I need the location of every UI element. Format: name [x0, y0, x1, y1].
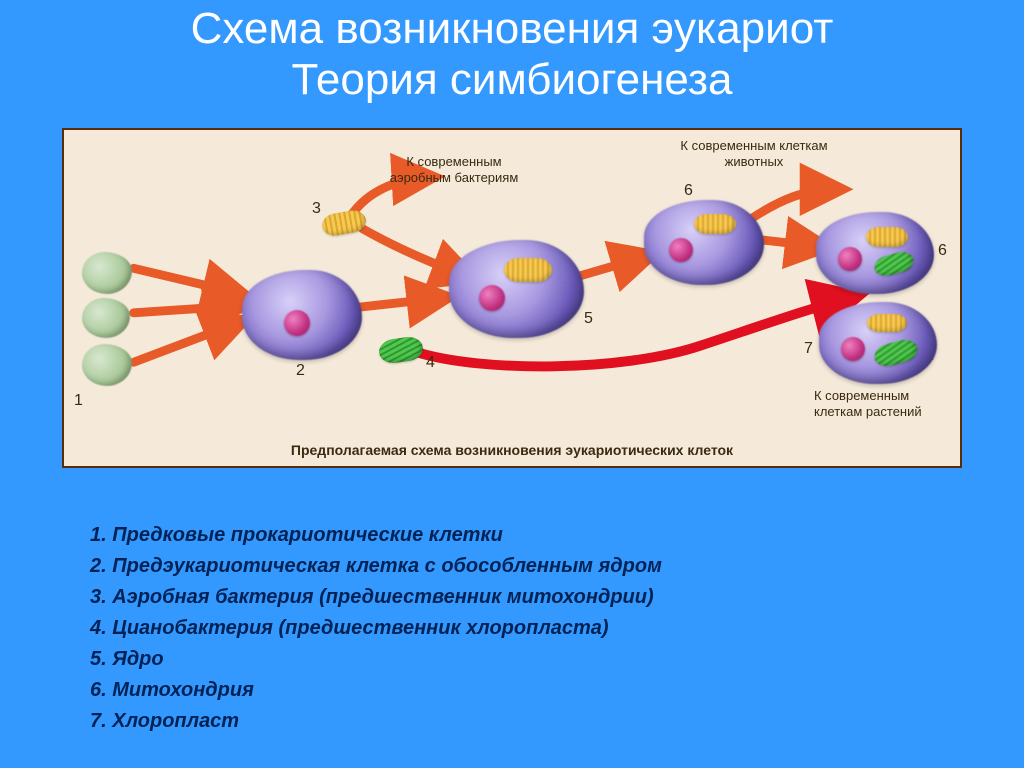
- diagram-frame: К современнымаэробным бактериям К соврем…: [62, 128, 962, 468]
- mitochondrion-icon: [694, 214, 736, 234]
- legend-item: 1. Предковые прокариотические клетки: [90, 520, 662, 551]
- nucleus-icon: [669, 238, 693, 262]
- diagram-caption: Предполагаемая схема возникновения эукар…: [64, 442, 960, 458]
- legend-item: 5. Ядро: [90, 644, 662, 675]
- animal-cell: [816, 212, 934, 294]
- aerobic-bacterium: [320, 208, 367, 237]
- legend-item: 2. Предэукариотическая клетка с обособле…: [90, 551, 662, 582]
- mitochondrion-icon: [504, 258, 552, 282]
- num-2: 2: [296, 362, 305, 380]
- chloroplast-icon: [872, 337, 920, 370]
- legend-item: 7. Хлоропласт: [90, 706, 662, 737]
- pre-eukaryote-cell: [242, 270, 362, 360]
- legend-item: 6. Митохондрия: [90, 675, 662, 706]
- num-6b: 6: [938, 242, 947, 260]
- num-4: 4: [426, 354, 435, 372]
- nucleus-icon: [838, 247, 862, 271]
- nucleus-icon: [284, 310, 310, 336]
- slide-title: Схема возникновения эукариот Теория симб…: [0, 0, 1024, 105]
- num-5: 5: [584, 310, 593, 328]
- eukaryote-with-mito: [449, 240, 584, 338]
- slide: Схема возникновения эукариот Теория симб…: [0, 0, 1024, 768]
- chloroplast-icon: [872, 249, 916, 279]
- diagram-inner: К современнымаэробным бактериям К соврем…: [64, 130, 960, 466]
- legend: 1. Предковые прокариотические клетки 2. …: [90, 520, 662, 737]
- nucleus-icon: [479, 285, 505, 311]
- title-line1: Схема возникновения эукариот: [191, 4, 834, 53]
- label-animal: К современным клеткамживотных: [644, 138, 864, 169]
- num-3: 3: [312, 200, 321, 218]
- title-line2: Теория симбиогенеза: [291, 55, 732, 104]
- mitochondrion-icon: [866, 227, 908, 247]
- mitochondrion-icon: [867, 314, 907, 332]
- prokaryote-cell-2: [82, 298, 130, 338]
- num-1: 1: [74, 392, 83, 410]
- num-7: 7: [804, 340, 813, 358]
- prokaryote-cell-1: [82, 252, 132, 294]
- cyanobacterium: [378, 335, 425, 365]
- plant-cell: [819, 302, 937, 384]
- eukaryote-cell-6: [644, 200, 764, 285]
- label-aerobic: К современнымаэробным бактериям: [364, 154, 544, 185]
- legend-item: 3. Аэробная бактерия (предшественник мит…: [90, 582, 662, 613]
- num-6: 6: [684, 182, 693, 200]
- nucleus-icon: [841, 337, 865, 361]
- legend-item: 4. Цианобактерия (предшественник хлоропл…: [90, 613, 662, 644]
- prokaryote-cell-3: [82, 344, 132, 386]
- label-plant: К современнымклеткам растений: [814, 388, 962, 419]
